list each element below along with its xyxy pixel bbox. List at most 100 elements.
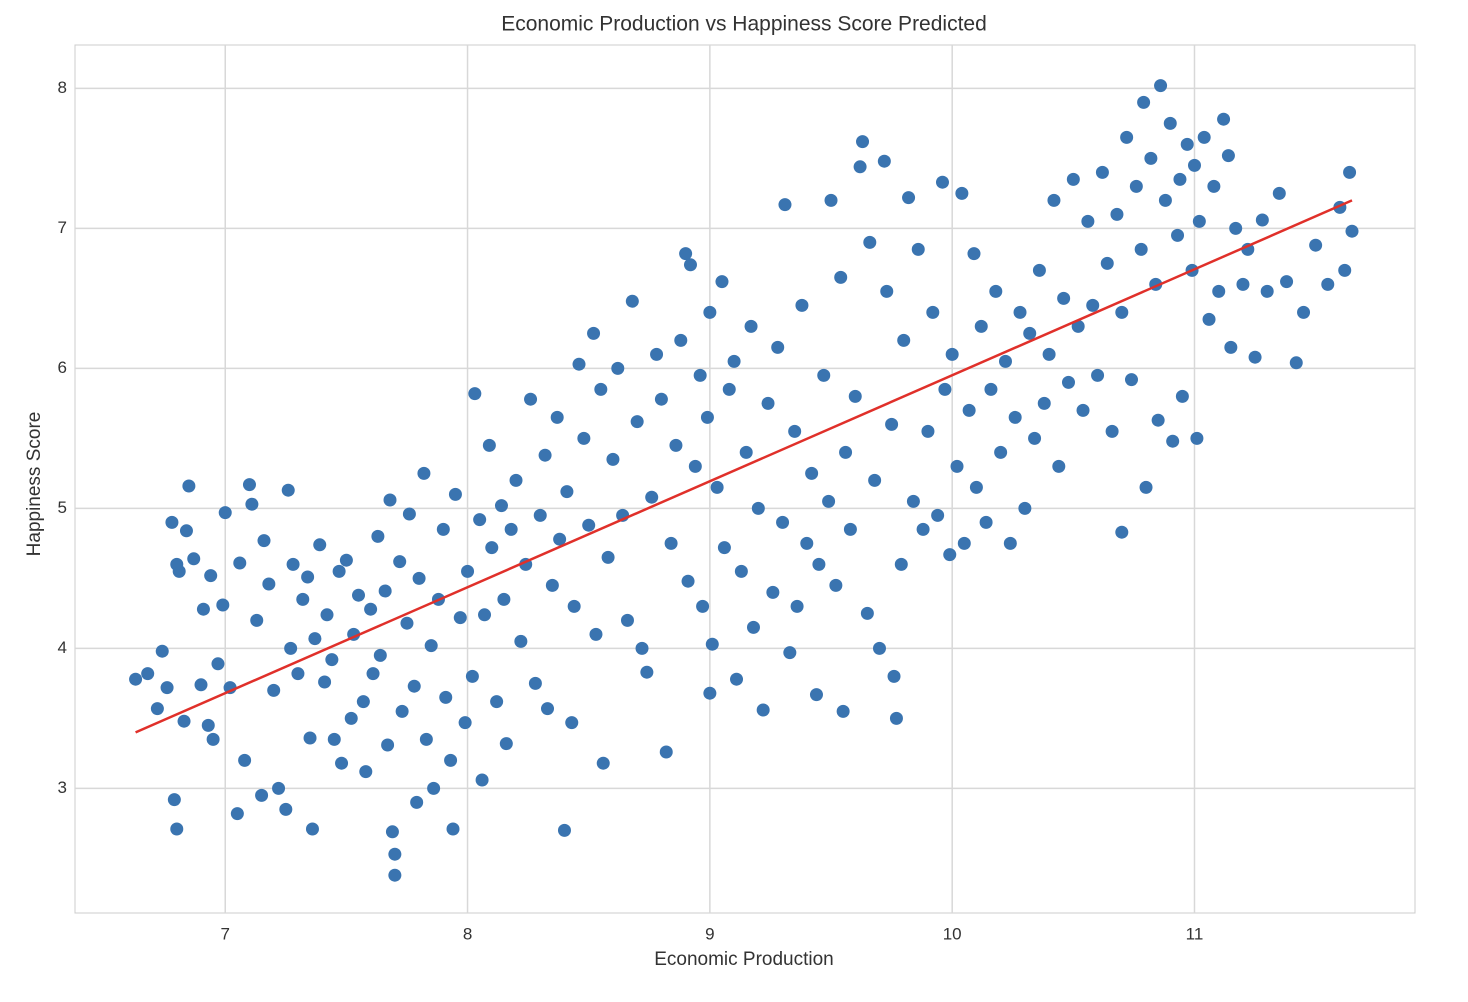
point	[744, 319, 758, 333]
point	[1139, 480, 1153, 494]
point	[681, 574, 695, 588]
point	[640, 665, 654, 679]
point	[587, 326, 601, 340]
point	[281, 483, 295, 497]
point	[1091, 368, 1105, 382]
point	[620, 613, 634, 627]
point	[1105, 424, 1119, 438]
point	[1297, 305, 1311, 319]
point	[1343, 165, 1357, 179]
point	[829, 578, 843, 592]
point	[541, 702, 555, 716]
point	[1144, 151, 1158, 165]
point	[856, 135, 870, 149]
grid: 7 8 9 10 11 3 4 5 6 7 8	[58, 45, 1415, 943]
point	[688, 459, 702, 473]
point	[746, 620, 760, 634]
point	[1197, 130, 1211, 144]
point	[194, 678, 208, 692]
point	[187, 552, 201, 566]
point	[1057, 291, 1071, 305]
point	[872, 641, 886, 655]
point	[303, 731, 317, 745]
point	[504, 522, 518, 536]
point	[533, 508, 547, 522]
point	[279, 802, 293, 816]
point	[453, 611, 467, 625]
point	[710, 480, 724, 494]
point	[994, 445, 1008, 459]
point	[795, 298, 809, 312]
point	[165, 515, 179, 529]
point	[364, 602, 378, 616]
point	[383, 493, 397, 507]
point	[485, 541, 499, 555]
point	[1134, 242, 1148, 256]
point	[272, 781, 286, 795]
point	[465, 669, 479, 683]
point	[313, 538, 327, 552]
point	[557, 823, 571, 837]
point	[998, 354, 1012, 368]
x-tick-label: 7	[221, 924, 230, 943]
point	[1023, 326, 1037, 340]
point	[255, 788, 269, 802]
chart-title: Economic Production vs Happiness Score P…	[501, 13, 987, 36]
point	[412, 571, 426, 585]
point	[1224, 340, 1238, 354]
point	[945, 347, 959, 361]
point	[424, 639, 438, 653]
point	[553, 532, 567, 546]
point	[955, 186, 969, 200]
point	[1190, 431, 1204, 445]
point	[1280, 275, 1294, 289]
point	[788, 424, 802, 438]
point	[938, 382, 952, 396]
point	[318, 675, 332, 689]
point	[1289, 356, 1303, 370]
y-tick-label: 7	[58, 218, 67, 237]
point	[853, 160, 867, 174]
point	[1047, 193, 1061, 207]
point	[962, 403, 976, 417]
point	[967, 247, 981, 261]
point	[196, 602, 210, 616]
point	[1207, 179, 1221, 193]
point	[567, 599, 581, 613]
point	[545, 578, 559, 592]
point	[683, 258, 697, 272]
point	[679, 247, 693, 261]
point	[659, 745, 673, 759]
point	[911, 242, 925, 256]
point	[286, 557, 300, 571]
point	[860, 606, 874, 620]
point	[155, 644, 169, 658]
point	[257, 534, 271, 548]
point	[1061, 375, 1075, 389]
point	[177, 714, 191, 728]
point	[245, 497, 259, 511]
point	[1248, 350, 1262, 364]
point	[497, 592, 511, 606]
point	[230, 807, 244, 821]
point	[242, 478, 256, 492]
point	[1202, 312, 1216, 326]
point	[419, 732, 433, 746]
point	[696, 599, 710, 613]
point	[824, 193, 838, 207]
point	[880, 284, 894, 298]
point	[359, 765, 373, 779]
point	[499, 737, 513, 751]
point	[834, 270, 848, 284]
point	[1272, 186, 1286, 200]
point	[320, 608, 334, 622]
point	[325, 653, 339, 667]
point	[216, 598, 230, 612]
point	[1217, 112, 1231, 126]
point	[335, 756, 349, 770]
point	[550, 410, 564, 424]
point	[715, 275, 729, 289]
point	[761, 396, 775, 410]
point	[514, 634, 528, 648]
point	[1095, 165, 1109, 179]
